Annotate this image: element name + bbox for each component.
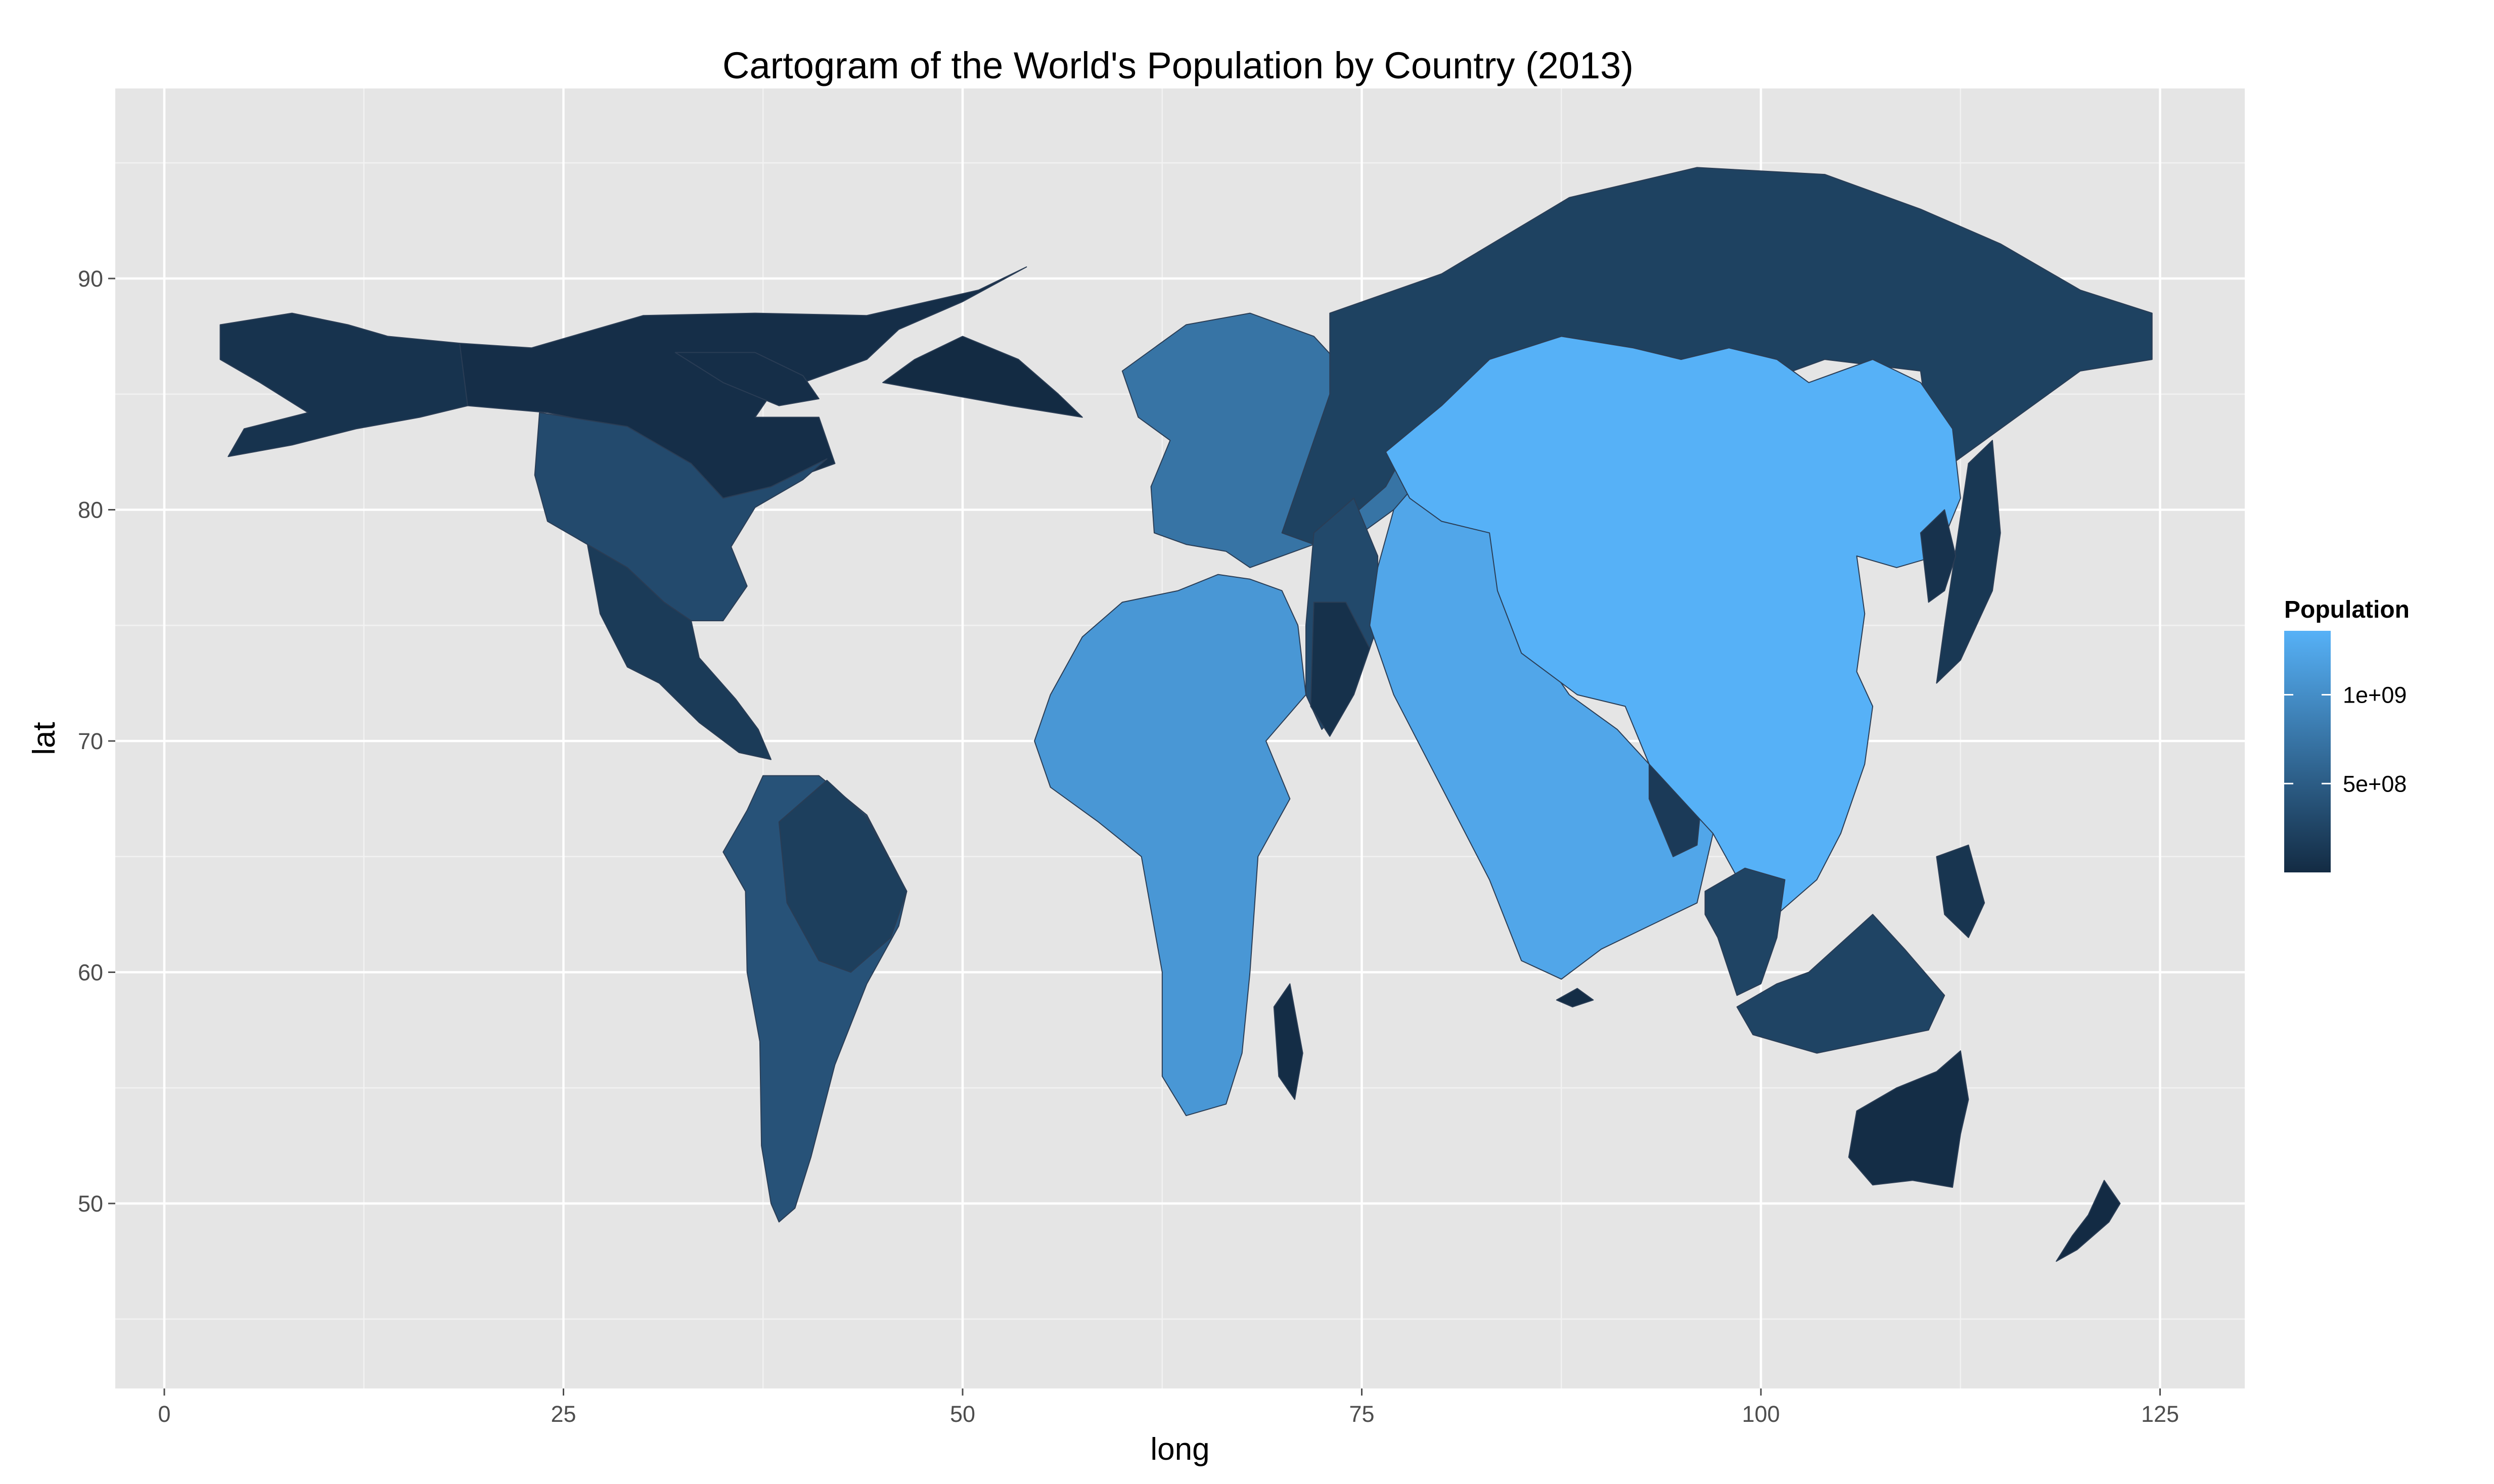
y-tick-label: 80 — [78, 497, 103, 523]
chart-title: Cartogram of the World's Population by C… — [722, 44, 1634, 86]
country-regions — [219, 167, 2153, 1262]
y-tick-label: 70 — [78, 728, 103, 754]
region-mexico-and-central-america — [586, 544, 772, 760]
region-brazil — [778, 779, 908, 973]
legend-colorbar — [2284, 631, 2331, 872]
legend-title: Population — [2284, 596, 2410, 623]
region-africa — [1034, 574, 1306, 1117]
region-madagascar — [1273, 983, 1303, 1100]
region-southeast-asia — [1704, 867, 1786, 996]
region-new-zealand — [2056, 1180, 2121, 1262]
x-tick-label: 125 — [2141, 1401, 2179, 1427]
region-canada-islands — [674, 352, 820, 406]
y-axis-title: lat — [27, 722, 62, 755]
region-australia — [1848, 1050, 1969, 1188]
x-tick-label: 0 — [158, 1401, 170, 1427]
region-japan — [1936, 440, 2001, 684]
region-indonesia — [1736, 914, 1945, 1054]
y-axis: 50 60 70 80 90 — [78, 266, 115, 1217]
region-greenland — [882, 336, 1083, 418]
x-tick-label: 25 — [551, 1401, 576, 1427]
region-china — [1385, 336, 1961, 915]
x-tick-label: 100 — [1742, 1401, 1780, 1427]
legend-tick-label: 1e+09 — [2343, 682, 2407, 708]
region-arabian-peninsula — [1310, 601, 1371, 737]
y-tick-label: 50 — [78, 1191, 103, 1217]
region-united-states — [534, 412, 828, 622]
region-sri-lanka — [1556, 988, 1594, 1008]
region-philippines — [1936, 844, 1985, 938]
x-axis: 0 25 50 75 100 125 — [158, 1388, 2179, 1427]
x-axis-title: long — [1150, 1432, 1209, 1467]
y-tick-label: 90 — [78, 266, 103, 292]
x-tick-label: 75 — [1349, 1401, 1374, 1427]
legend-tick-label: 5e+08 — [2343, 771, 2407, 797]
x-tick-label: 50 — [950, 1401, 975, 1427]
region-alaska — [219, 312, 468, 457]
region-korea — [1920, 509, 1957, 603]
legend: Population 1e+09 5e+08 — [2284, 596, 2410, 872]
y-tick-label: 60 — [78, 960, 103, 986]
